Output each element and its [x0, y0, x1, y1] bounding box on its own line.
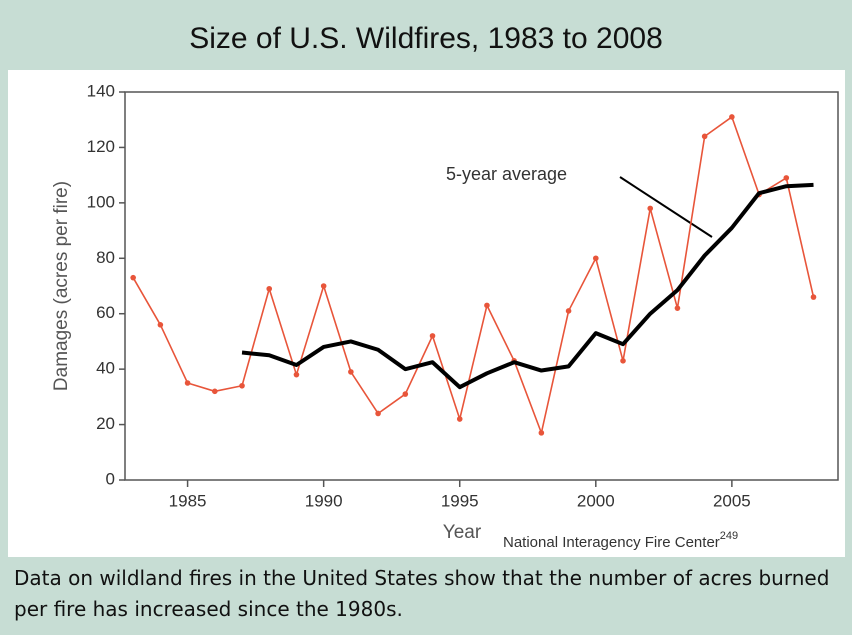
chart: Size of U.S. Wildfires, 1983 to 2008 Dam…: [8, 22, 845, 557]
x-axis-label: Year: [443, 522, 482, 543]
data-point: [429, 333, 436, 339]
series-line: [241, 182, 814, 390]
data-point: [592, 255, 599, 262]
plot-frame: [124, 91, 839, 481]
caption: Data on wildland fires in the United Sta…: [14, 566, 830, 621]
data-point: [130, 274, 136, 281]
chart-title: Size of U.S. Wildfires, 1983 to 2008: [189, 22, 663, 55]
data-point: [157, 322, 164, 328]
annotation: 5-year average: [446, 164, 567, 184]
y-tick-label: 80: [96, 248, 115, 267]
data-point: [783, 175, 790, 181]
data-point: [293, 371, 300, 378]
data-point: [402, 391, 409, 397]
data-point: [266, 285, 273, 292]
source: National Interagency Fire Center249: [503, 530, 738, 551]
data-point: [239, 382, 245, 389]
series-line: [132, 116, 815, 434]
y-tick-label: 20: [96, 414, 115, 433]
y-axis-label: Damages (acres per fire): [51, 181, 72, 391]
data-point: [565, 308, 572, 314]
y-tick-label: 60: [96, 303, 115, 322]
data-point: [375, 410, 381, 417]
data-point: [674, 305, 681, 311]
source-note: 249: [720, 530, 738, 542]
data-point: [538, 430, 545, 436]
x-tick-label: 1995: [441, 491, 479, 510]
source-text: National Interagency Fire Center: [503, 534, 720, 551]
data-point: [212, 388, 218, 395]
data-point: [729, 114, 735, 120]
y-tick-label: 100: [87, 192, 115, 211]
data-point: [484, 302, 490, 309]
x-tick-label: 1990: [305, 491, 343, 510]
x-tick-label: 2005: [713, 491, 751, 510]
data-point: [320, 283, 327, 289]
data-point: [620, 358, 626, 364]
data-point: [456, 416, 463, 422]
annotation-arrow: [619, 176, 713, 238]
data-point: [647, 205, 654, 212]
data-point: [701, 133, 708, 140]
y-tick-label: 40: [96, 359, 115, 378]
x-tick-label: 2000: [577, 491, 615, 510]
data-point: [184, 380, 191, 386]
y-tick-label: 0: [106, 469, 115, 488]
x-tick-label: 1985: [169, 491, 207, 510]
y-tick-label: 120: [87, 137, 115, 156]
data-point: [348, 369, 354, 375]
plot-panel: [8, 70, 845, 557]
y-tick-label: 140: [87, 81, 115, 100]
data-point: [810, 294, 817, 300]
